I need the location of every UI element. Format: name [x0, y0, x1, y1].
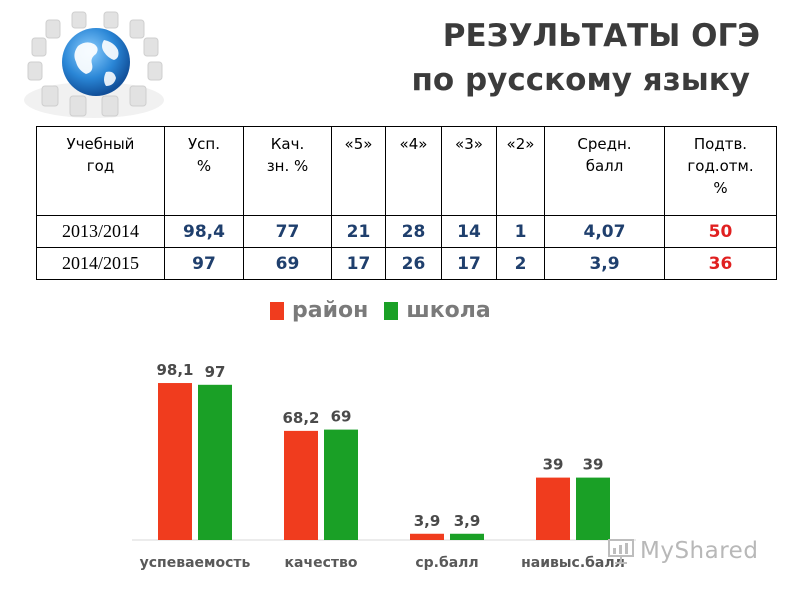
legend-label-school: школа: [406, 298, 491, 323]
header-grade-3: «3»: [441, 126, 497, 216]
header-average-score: Средн. балл: [544, 126, 665, 216]
header-success-percent: Усп.%: [164, 126, 244, 216]
page-subtitle: по русскому языку: [411, 62, 750, 98]
table-cell-confirmed: 36: [664, 247, 777, 280]
header-confirmed-grade: Подтв. год.отм.%: [664, 126, 777, 216]
table-cell-confirmed: 50: [664, 215, 777, 248]
globe-with-chairs-icon: [24, 11, 164, 118]
table-cell: 98,4: [164, 215, 244, 248]
table-cell: 21: [331, 215, 386, 248]
table-cell: 26: [385, 247, 442, 280]
bar-school: [324, 429, 358, 540]
legend-swatch-district: [270, 301, 284, 320]
table-row: 2014/2015 97 69 17 26 17 2 3,9 36: [36, 247, 777, 280]
legend-item-school: школа: [384, 298, 491, 323]
table-cell: 97: [164, 247, 244, 280]
data-label: 3,9: [414, 512, 441, 530]
legend-item-district: район: [270, 298, 368, 323]
chart-legend: район школа: [270, 298, 507, 323]
data-label: 39: [543, 456, 564, 474]
data-label: 97: [205, 363, 226, 381]
bar-school: [198, 384, 232, 540]
table-row: 2013/2014 98,4 77 21 28 14 1 4,07 50: [36, 215, 777, 248]
legend-swatch-school: [384, 301, 399, 320]
bar-chart: 98,1 97 успеваемость 68,2 69 качество 3,9 3,9 ср…: [132, 361, 636, 571]
category-label: наивыс.балл: [521, 555, 625, 571]
title-block: РЕЗУЛЬТАТЫ ОГЭ по русскому языку: [411, 14, 760, 102]
header-grade-5: «5»: [331, 126, 386, 216]
data-label: 98,1: [156, 361, 193, 379]
table-cell: 17: [441, 247, 497, 280]
results-table: Учебный год Усп.% Кач. зн. % «5» «4» «3» «…: [36, 126, 777, 280]
data-label: 3,9: [454, 512, 481, 530]
table-cell: 77: [243, 215, 332, 248]
bar-district: [284, 430, 318, 540]
category-label: успеваемость: [140, 555, 251, 571]
category-label: ср.балл: [415, 555, 478, 571]
table-header-row: Учебный год Усп.% Кач. зн. % «5» «4» «3» «…: [36, 126, 777, 216]
watermark: MyShared: [606, 536, 758, 566]
table-cell: 69: [243, 247, 332, 280]
table-cell: 1: [496, 215, 545, 248]
bar-district: [536, 477, 570, 540]
bar-school: [576, 477, 610, 540]
table-cell-year: 2014/2015: [36, 247, 165, 280]
bar-district: [410, 533, 444, 540]
data-label: 69: [331, 408, 352, 426]
table-cell: 2: [496, 247, 545, 280]
presentation-board-icon: [608, 539, 634, 564]
data-label: 68,2: [282, 409, 319, 427]
data-label: 39: [583, 456, 604, 474]
header-grade-4: «4»: [385, 126, 442, 216]
table-cell: 17: [331, 247, 386, 280]
bar-school: [450, 533, 484, 540]
page-title: РЕЗУЛЬТАТЫ ОГЭ: [442, 18, 760, 54]
table-cell-year: 2013/2014: [36, 215, 165, 248]
legend-label-district: район: [292, 298, 369, 323]
header-grade-2: «2»: [496, 126, 545, 216]
header-quality-percent: Кач. зн. %: [243, 126, 332, 216]
watermark-text: MyShared: [640, 538, 759, 564]
table-cell: 14: [441, 215, 497, 248]
table-cell: 28: [385, 215, 442, 248]
header-year: Учебный год: [36, 126, 165, 216]
table-cell: 4,07: [544, 215, 665, 248]
bar-district: [158, 383, 192, 540]
table-cell: 3,9: [544, 247, 665, 280]
category-label: качество: [285, 555, 358, 571]
